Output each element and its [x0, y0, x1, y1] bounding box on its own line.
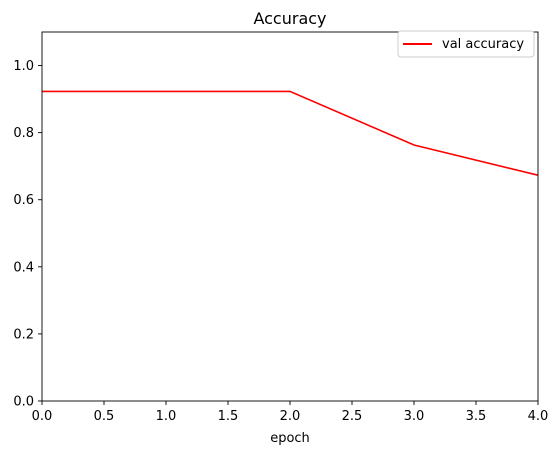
y-tick-label: 0.4: [13, 260, 34, 275]
chart-title: Accuracy: [253, 9, 326, 28]
x-tick-label: 3.0: [404, 409, 425, 424]
x-tick-label: 1.0: [156, 409, 177, 424]
axis-ticks: 0.0 0.5 1.0 1.5 2.0 2.5 3.0 3.5 4.0 0.0 0.2 0.4 0.6 0…: [13, 59, 548, 424]
y-tick-label: 0.8: [13, 126, 34, 141]
series-line-val-accuracy: [42, 90, 539, 176]
x-tick-label: 2.5: [342, 409, 363, 424]
legend-box: [397, 30, 535, 58]
y-tick-label: 0.2: [13, 327, 34, 342]
y-tick-label: 0.6: [13, 193, 34, 208]
legend: val accuracy: [397, 30, 535, 58]
x-tick-label: 1.5: [218, 409, 239, 424]
legend-label-val-accuracy: val accuracy: [442, 37, 524, 52]
x-tick-label: 2.0: [280, 409, 301, 424]
plot-frame: [41, 31, 539, 402]
x-axis-label: epoch: [270, 431, 310, 446]
plot-area: [41, 31, 539, 402]
x-tick-label: 0.5: [94, 409, 115, 424]
x-tick-label: 0.0: [32, 409, 53, 424]
y-tick-label: 0.0: [13, 395, 34, 410]
x-tick-label: 4.0: [528, 409, 549, 424]
y-tick-label: 1.0: [13, 59, 34, 74]
x-tick-label: 3.5: [466, 409, 487, 424]
